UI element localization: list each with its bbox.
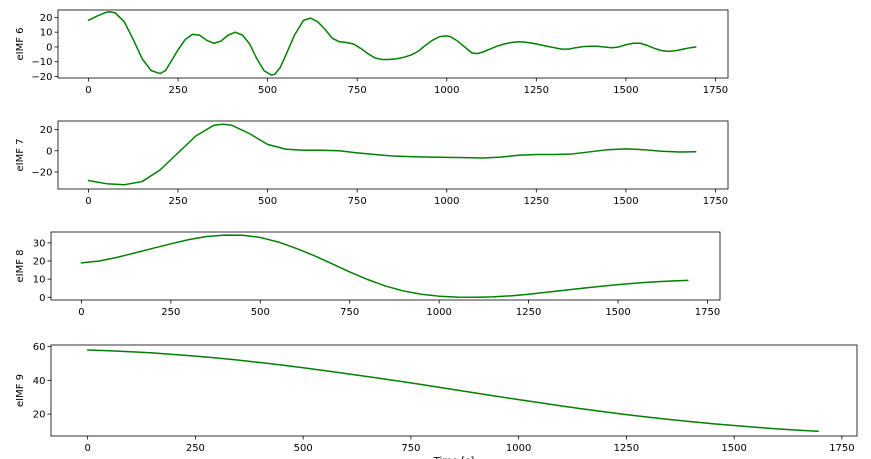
x-tick-label: 1250	[614, 443, 639, 454]
x-tick-label: 0	[85, 196, 91, 207]
y-tick-label: 60	[33, 342, 46, 353]
x-tick-label: 0	[85, 85, 91, 96]
x-tick-label: 1000	[426, 307, 451, 318]
y-tick-label: 40	[33, 376, 46, 387]
x-tick-label: 500	[251, 307, 270, 318]
x-tick-label: 1750	[703, 196, 728, 207]
x-tick-label: 1750	[703, 85, 728, 96]
y-tick-label: 0	[39, 293, 45, 304]
panel-eimf6: 0 250 500 750 1000 1250 1500 1750 −20 −10 0 10 20 eIM…	[15, 9, 729, 96]
y-axis-label: eIMF 6	[15, 27, 26, 60]
x-tick-label: 1500	[721, 443, 746, 454]
series-line	[87, 123, 697, 186]
y-tick-label: 0	[46, 146, 52, 157]
x-tick-label: 1250	[516, 307, 541, 318]
y-axis-label: eIMF 7	[15, 138, 26, 171]
x-tick-label: 250	[161, 307, 180, 318]
series-line	[87, 11, 697, 76]
x-tick-label: 0	[78, 307, 84, 318]
y-axis-label: eIMF 8	[15, 249, 26, 282]
x-tick-label: 1500	[605, 307, 630, 318]
plot-frame	[57, 120, 729, 190]
x-tick-label: 500	[258, 85, 277, 96]
x-tick-label: 750	[348, 85, 367, 96]
x-tick-label: 250	[168, 196, 187, 207]
x-tick-label: 500	[294, 443, 313, 454]
x-tick-label: 0	[84, 443, 90, 454]
x-tick-label: 750	[340, 307, 359, 318]
x-tick-label: 1750	[695, 307, 720, 318]
x-tick-label: 250	[186, 443, 205, 454]
plot-frame	[50, 231, 721, 301]
x-tick-label: 750	[348, 196, 367, 207]
x-tick-label: 1000	[506, 443, 531, 454]
x-tick-label: 250	[168, 85, 187, 96]
panel-eimf7: 0 250 500 750 1000 1250 1500 1750 −20 0 20 eIMF 7	[15, 120, 729, 207]
y-tick-label: 30	[33, 238, 46, 249]
x-tick-label: 1500	[613, 196, 638, 207]
series-line	[80, 234, 689, 299]
plot-frame	[57, 9, 729, 79]
series-line	[86, 349, 819, 433]
panel-eimf8: 0 250 500 750 1000 1250 1500 1750 0 10 20 30 eIMF 8	[15, 231, 721, 318]
y-tick-label: −20	[31, 168, 52, 179]
y-tick-label: −20	[31, 72, 52, 83]
y-tick-label: 20	[40, 125, 53, 136]
plot-frame	[50, 344, 858, 437]
y-tick-label: 20	[33, 410, 46, 421]
y-tick-label: −10	[31, 57, 52, 68]
y-tick-label: 10	[33, 275, 46, 286]
x-tick-label: 1250	[524, 85, 549, 96]
panel-eimf9: 0 250 500 750 1000 1250 1500 1750 20 40 60 eIMF 9 Ti…	[15, 342, 858, 459]
y-tick-label: 0	[46, 42, 52, 53]
y-axis-label: eIMF 9	[15, 374, 26, 407]
x-tick-label: 500	[258, 196, 277, 207]
x-tick-label: 1250	[524, 196, 549, 207]
x-tick-label: 1750	[829, 443, 854, 454]
y-tick-label: 20	[40, 13, 53, 24]
x-tick-label: 750	[401, 443, 420, 454]
x-tick-label: 1500	[613, 85, 638, 96]
x-tick-label: 1000	[434, 196, 459, 207]
y-tick-label: 20	[33, 257, 46, 268]
y-tick-label: 10	[40, 28, 53, 39]
x-axis-label: Time [s]	[433, 456, 475, 459]
x-tick-label: 1000	[434, 85, 459, 96]
